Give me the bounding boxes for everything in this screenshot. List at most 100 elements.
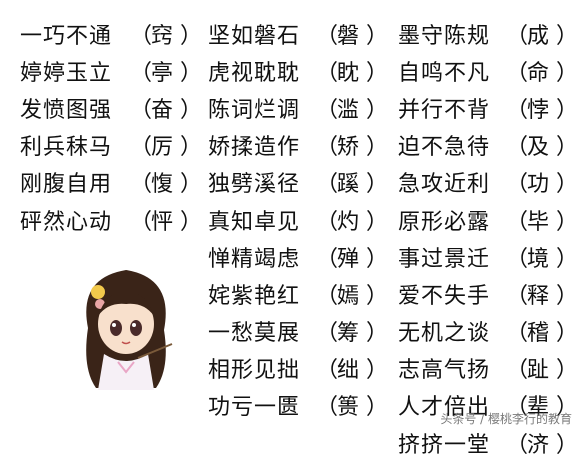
open-bracket: （ — [130, 209, 153, 235]
correct-character: 窍 — [150, 23, 173, 49]
open-bracket: （ — [506, 60, 529, 86]
idiom-row: 刚腹自用 （愎 ） — [20, 167, 202, 204]
cartoon-girl-icon — [86, 270, 173, 390]
close-bracket: ） — [556, 358, 578, 384]
open-bracket: （ — [506, 97, 529, 123]
idiom-text: 陈词烂调 — [208, 97, 301, 123]
correct-character: 命 — [526, 60, 549, 86]
correct-character: 矫 — [336, 135, 359, 161]
idiom-text: 事过景迁 — [398, 246, 491, 272]
close-bracket: ） — [556, 283, 578, 309]
open-bracket: （ — [506, 135, 529, 161]
idiom-row: 发愤图强 （奋 ） — [20, 92, 203, 129]
idiom-row: 志高气扬 （趾 ） — [398, 353, 578, 390]
correct-character: 悖 — [526, 97, 549, 123]
correct-character: 厉 — [150, 135, 173, 161]
idiom-row: 利兵秣马 （厉 ） — [20, 130, 203, 167]
idiom-row: 爱不失手 （释 ） — [398, 278, 578, 315]
open-bracket: （ — [506, 23, 529, 49]
close-bracket: ） — [366, 97, 389, 123]
idiom-text: 姹紫艳红 — [208, 283, 301, 309]
open-bracket: （ — [506, 209, 529, 235]
idiom-row: 墨守陈规 （成 ） — [398, 18, 578, 55]
open-bracket: （ — [316, 209, 339, 235]
idiom-text: 自鸣不凡 — [398, 60, 491, 86]
correct-character: 怦 — [150, 209, 173, 235]
close-bracket: ） — [556, 432, 578, 458]
open-bracket: （ — [506, 358, 529, 384]
correct-character: 篑 — [336, 395, 359, 421]
close-bracket: ） — [180, 135, 203, 161]
idiom-row: 娇揉造作 （矫 ） — [208, 130, 389, 167]
correct-character: 辈 — [526, 395, 549, 421]
correct-character: 稽 — [526, 321, 549, 347]
idiom-text: 利兵秣马 — [20, 135, 113, 161]
close-bracket: ） — [180, 97, 203, 123]
open-bracket: （ — [316, 172, 339, 198]
idiom-text: 无机之谈 — [398, 321, 491, 347]
idiom-text: 一巧不通 — [20, 23, 113, 49]
watermark: 头条号 / 樱桃李行的教育 — [440, 412, 572, 426]
idiom-row: 功亏一匮 （篑 ） — [208, 390, 389, 427]
idiom-row: 一愁莫展 （筹 ） — [208, 316, 388, 353]
correct-character: 蹊 — [336, 172, 359, 198]
correct-character: 愎 — [150, 172, 173, 198]
open-bracket: （ — [316, 321, 339, 347]
correct-character: 毕 — [526, 209, 549, 235]
open-bracket: （ — [316, 60, 339, 86]
idiom-row: 真知卓见 （灼 ） — [208, 204, 388, 241]
correct-character: 筹 — [336, 321, 359, 347]
correct-character: 及 — [526, 135, 549, 161]
idiom-text: 娇揉造作 — [208, 135, 301, 161]
idiom-row: 无机之谈 （稽 ） — [398, 316, 578, 353]
correct-character: 灼 — [336, 209, 359, 235]
close-bracket: ） — [180, 60, 203, 86]
open-bracket: （ — [316, 358, 339, 384]
close-bracket: ） — [556, 246, 578, 272]
close-bracket: ） — [366, 246, 389, 272]
close-bracket: ） — [556, 23, 578, 49]
close-bracket: ） — [556, 135, 578, 161]
idiom-row: 姹紫艳红 （嫣 ） — [208, 278, 389, 315]
idiom-text: 志高气扬 — [398, 358, 491, 384]
idiom-text: 真知卓见 — [208, 209, 301, 235]
open-bracket: （ — [130, 23, 153, 49]
idiom-text: 刚腹自用 — [20, 172, 113, 198]
close-bracket: ） — [556, 60, 578, 86]
idiom-text: 并行不背 — [398, 97, 491, 123]
close-bracket: ） — [366, 358, 389, 384]
correct-character: 功 — [526, 172, 549, 198]
idiom-text: 人才倍出 — [398, 395, 491, 421]
open-bracket: （ — [130, 135, 153, 161]
idiom-text: 砰然心动 — [20, 209, 113, 235]
idiom-text: 急攻近利 — [398, 172, 491, 198]
open-bracket: （ — [316, 135, 339, 161]
idiom-row: 一巧不通 （窍 ） — [20, 18, 203, 55]
open-bracket: （ — [506, 321, 529, 347]
idiom-row: 陈词烂调 （滥 ） — [208, 92, 389, 129]
idiom-row: 婷婷玉立 （亭 ） — [20, 55, 203, 92]
idiom-text: 相形见拙 — [208, 358, 301, 384]
idiom-text: 爱不失手 — [398, 283, 491, 309]
idiom-text: 婷婷玉立 — [20, 60, 113, 86]
close-bracket: ） — [180, 23, 203, 49]
idiom-row: 急攻近利 （功 ） — [398, 167, 578, 204]
correct-character: 滥 — [336, 97, 359, 123]
close-bracket: ） — [556, 97, 578, 123]
open-bracket: （ — [130, 97, 153, 123]
close-bracket: ） — [366, 283, 389, 309]
close-bracket: ） — [366, 60, 389, 86]
open-bracket: （ — [316, 283, 339, 309]
correct-character: 嫣 — [336, 283, 359, 309]
idiom-row: 独劈溪径 （蹊 ） — [208, 167, 388, 204]
correct-character: 释 — [526, 283, 549, 309]
close-bracket: ） — [366, 135, 389, 161]
idiom-row: 原形必露 （毕 ） — [398, 204, 578, 241]
idiom-column-3: 墨守陈规（成）自鸣不凡（命）并行不背（悖）迫不急待（及）急攻近利（功）原形必露（… — [398, 18, 578, 464]
close-bracket: ） — [366, 395, 389, 421]
open-bracket: （ — [506, 246, 529, 272]
idiom-text: 原形必露 — [398, 209, 491, 235]
correct-character: 济 — [526, 432, 549, 458]
idiom-text: 坚如磐石 — [208, 23, 301, 49]
idiom-text: 独劈溪径 — [208, 172, 301, 198]
